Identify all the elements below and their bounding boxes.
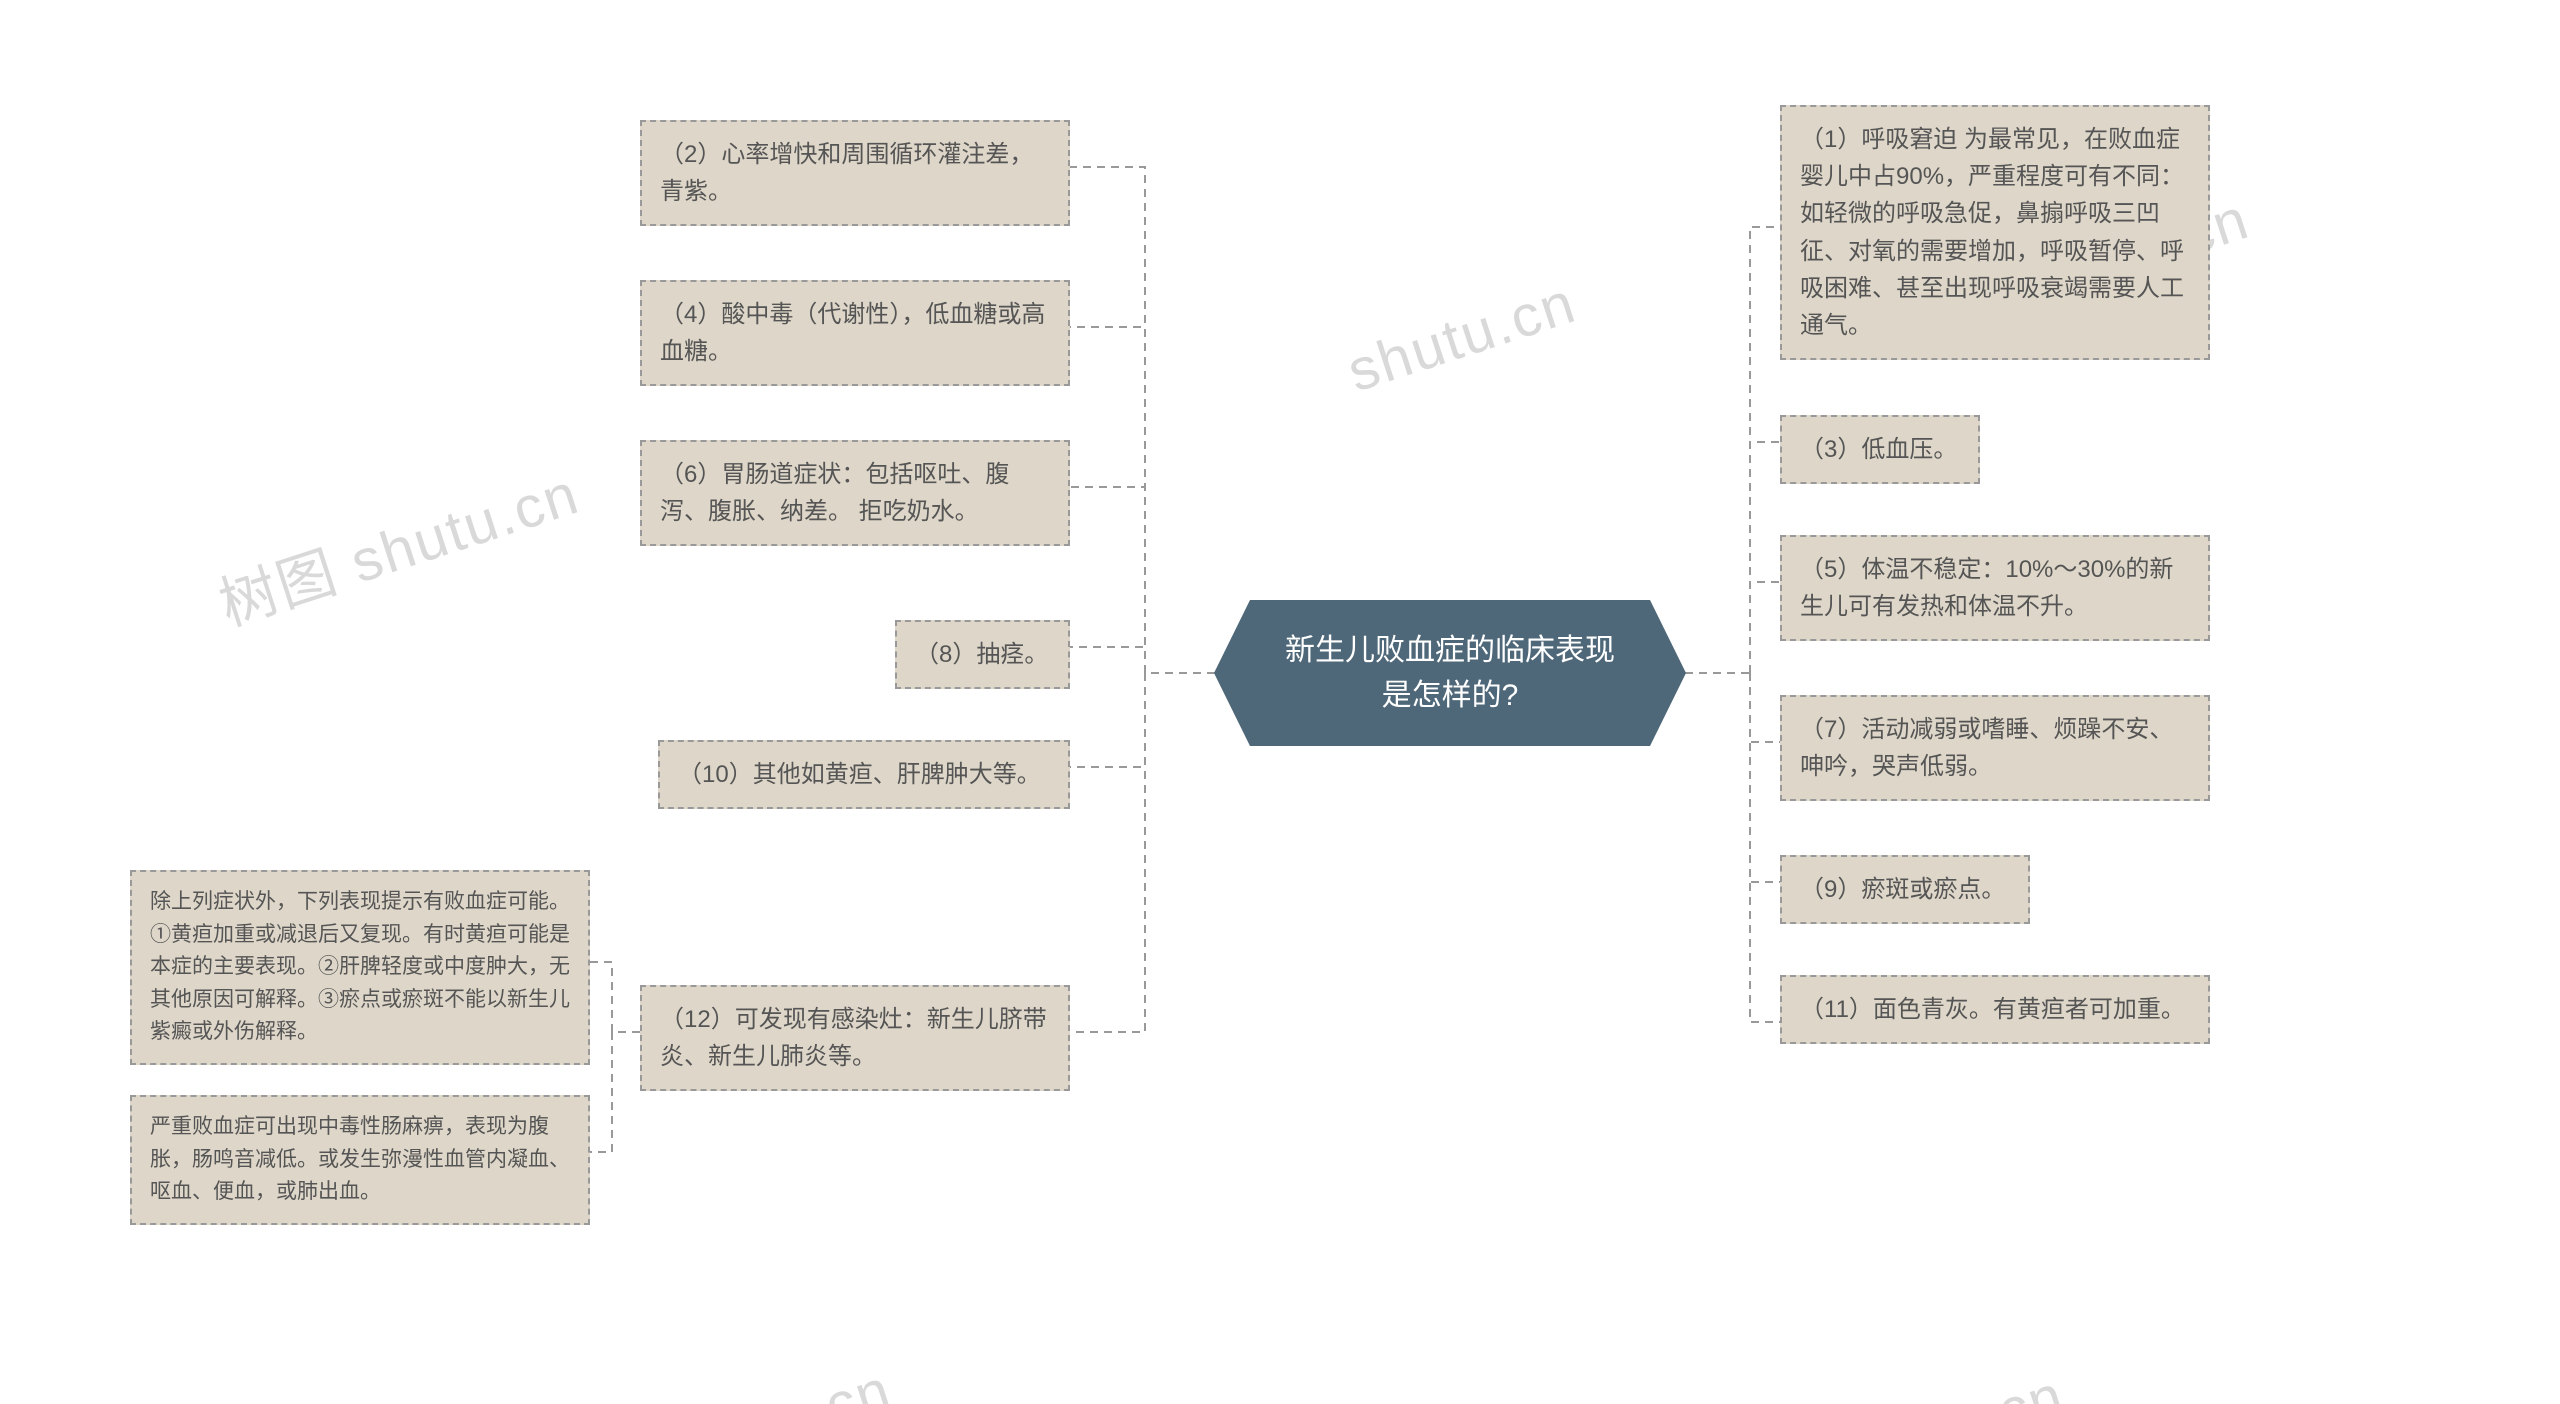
node-12: （12）可发现有感染灶：新生儿脐带炎、新生儿肺炎等。 <box>640 985 1070 1091</box>
watermark: shutu.cn <box>1340 269 1584 405</box>
watermark: cn <box>1990 1361 2073 1404</box>
node-5: （5）体温不稳定：10%～30%的新生儿可有发热和体温不升。 <box>1780 535 2210 641</box>
sub-node-2: 严重败血症可出现中毒性肠麻痹，表现为腹胀，肠鸣音减低。或发生弥漫性血管内凝血、呕… <box>130 1095 590 1225</box>
node-6: （6）胃肠道症状：包括呕吐、腹泻、腹胀、纳差。 拒吃奶水。 <box>640 440 1070 546</box>
node-3: （3）低血压。 <box>1780 415 1980 484</box>
node-1: （1）呼吸窘迫 为最常见，在败血症婴儿中占90%，严重程度可有不同：如轻微的呼吸… <box>1780 105 2210 360</box>
node-8: （8）抽痉。 <box>895 620 1070 689</box>
node-9: （9）瘀斑或瘀点。 <box>1780 855 2030 924</box>
node-11: （11）面色青灰。有黄疸者可加重。 <box>1780 975 2210 1044</box>
node-4: （4）酸中毒（代谢性），低血糖或高血糖。 <box>640 280 1070 386</box>
sub-node-1: 除上列症状外，下列表现提示有败血症可能。①黄疸加重或减退后又复现。有时黄疸可能是… <box>130 870 590 1065</box>
node-2: （2）心率增快和周围循环灌注差，青紫。 <box>640 120 1070 226</box>
center-node: 新生儿败血症的临床表现是怎样的? <box>1250 600 1650 746</box>
watermark: .cn <box>800 1356 900 1404</box>
node-10: （10）其他如黄疸、肝脾肿大等。 <box>658 740 1070 809</box>
watermark: 树图 shutu.cn <box>207 447 588 642</box>
node-7: （7）活动减弱或嗜睡、烦躁不安、呻吟，哭声低弱。 <box>1780 695 2210 801</box>
